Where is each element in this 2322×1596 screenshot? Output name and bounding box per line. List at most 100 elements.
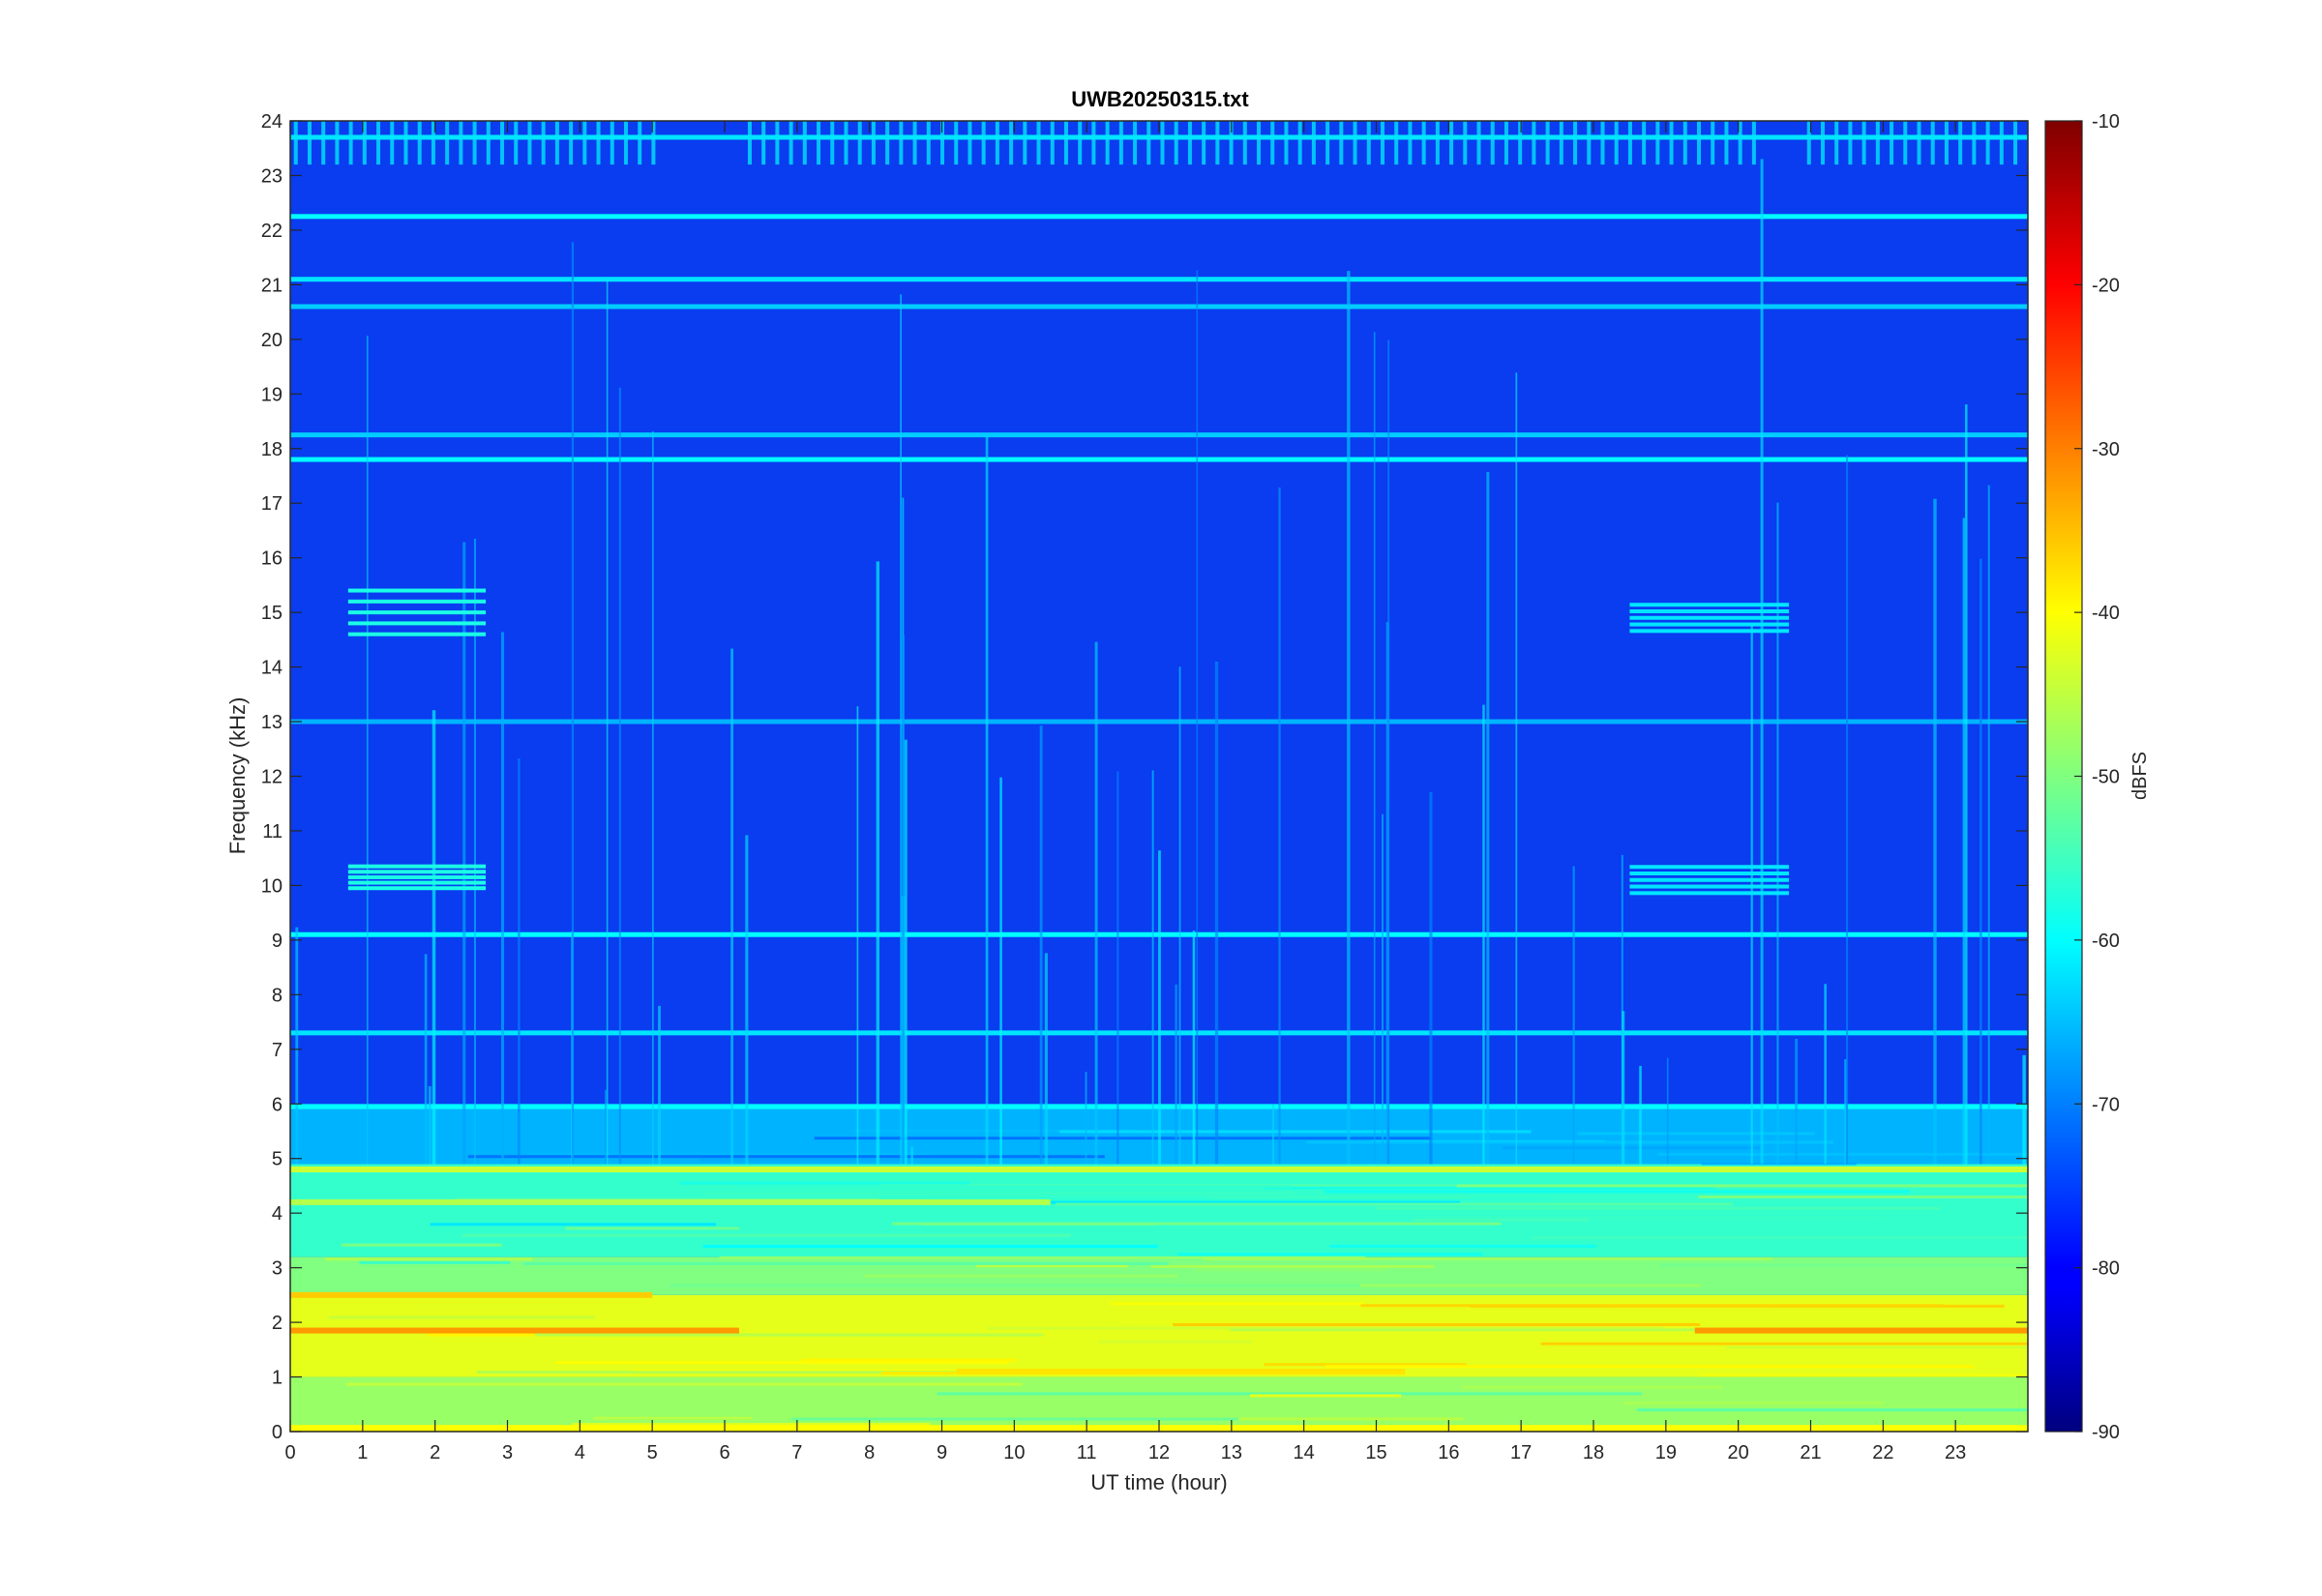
top-band-pulse: [1091, 121, 1096, 165]
impulse-streak: [1760, 159, 1764, 1165]
band-texture: [565, 1227, 740, 1230]
top-band-pulse: [1284, 121, 1289, 165]
top-band-pulse: [638, 121, 642, 165]
top-band-pulse: [596, 121, 601, 165]
y-tick-label: 22: [261, 221, 283, 242]
top-band-pulse: [1985, 121, 1990, 165]
band-texture: [829, 1200, 1461, 1204]
band-texture: [1623, 1402, 1883, 1405]
impulse-streak: [2022, 1054, 2026, 1165]
burst-stripe: [1629, 622, 1790, 627]
y-tick-label: 19: [261, 384, 283, 405]
impulse-streak: [295, 927, 299, 1165]
top-band-pulse: [1642, 121, 1647, 165]
top-band-pulse: [1421, 121, 1426, 165]
impulse-streak: [1094, 641, 1098, 1165]
burst-stripe: [347, 599, 487, 604]
top-band-pulse: [857, 121, 862, 165]
impulse-streak: [518, 758, 521, 1165]
band-texture: [801, 1358, 1017, 1362]
top-band-pulse: [1587, 121, 1592, 165]
top-band-pulse: [1627, 121, 1632, 165]
impulse-streak: [1044, 953, 1048, 1165]
burst-stripe: [347, 874, 487, 879]
x-tick-label: 15: [1365, 1442, 1386, 1463]
top-band-pulse: [514, 121, 519, 165]
y-tick-label: 3: [272, 1258, 283, 1280]
top-band-pulse: [1009, 121, 1014, 165]
top-band-pulse: [1958, 121, 1963, 165]
y-tick-label: 13: [261, 712, 283, 733]
band-texture: [937, 1392, 1643, 1396]
top-band-pulse: [582, 121, 587, 165]
tone-line: [290, 304, 2028, 310]
impulse-streak: [618, 387, 621, 1165]
top-band-pulse: [1848, 121, 1853, 165]
top-band-pulse: [1118, 121, 1123, 165]
impulse-streak: [1987, 485, 1990, 1165]
y-tick-label: 8: [272, 985, 283, 1006]
x-tick-label: 11: [1077, 1442, 1097, 1463]
impulse-streak: [652, 430, 654, 1165]
band-texture: [1123, 1320, 1700, 1324]
burst-stripe: [347, 588, 487, 593]
top-band-pulse: [486, 121, 491, 165]
burst-stripe: [1629, 615, 1790, 620]
impulse-streak: [1196, 270, 1199, 1165]
band-texture: [1540, 1342, 2028, 1345]
band-texture: [976, 1264, 1129, 1268]
burst-stripe: [1629, 877, 1790, 882]
band-texture: [528, 1152, 930, 1156]
top-band-pulse: [775, 121, 780, 165]
top-band-pulse: [1930, 121, 1935, 165]
band-texture: [892, 1222, 1502, 1226]
band-texture: [1726, 1345, 2028, 1349]
impulse-streak: [730, 648, 733, 1165]
top-band-pulse: [403, 121, 408, 165]
y-tick-label: 24: [261, 111, 283, 133]
band-texture: [679, 1181, 969, 1185]
y-tick-label: 7: [272, 1040, 283, 1061]
colorbar-tick-label: -70: [2092, 1094, 2120, 1115]
impulse-streak: [1486, 471, 1490, 1165]
impulse-streak: [910, 1146, 914, 1165]
impulse-streak: [1846, 455, 1849, 1165]
burst-stripe: [1629, 871, 1790, 875]
top-band-pulse: [817, 121, 821, 165]
band-texture: [1059, 1130, 1532, 1134]
band-texture: [1700, 1374, 2028, 1377]
impulse-streak: [474, 538, 476, 1165]
top-band-pulse: [1711, 121, 1715, 165]
colorbar-label: dBFS: [2129, 752, 2151, 800]
top-band-pulse: [1518, 121, 1523, 165]
band-texture: [1577, 1132, 1815, 1136]
x-tick-label: 6: [719, 1442, 729, 1463]
top-band-pulse: [1050, 121, 1055, 165]
x-tick-label: 16: [1438, 1442, 1459, 1463]
top-band-pulse: [1655, 121, 1660, 165]
top-band-pulse: [1174, 121, 1178, 165]
band-texture: [1173, 1322, 1701, 1326]
band-texture: [572, 1423, 931, 1427]
band-texture: [670, 1284, 1360, 1287]
burst-stripe: [347, 610, 487, 615]
impulse-streak: [1385, 622, 1389, 1165]
band-texture: [701, 1192, 1295, 1196]
top-band-pulse: [1890, 121, 1894, 165]
burst-stripe: [347, 880, 487, 885]
burst-stripe: [347, 864, 487, 869]
y-tick-label: 15: [261, 603, 283, 624]
band-texture: [988, 1326, 1662, 1330]
band-texture: [1456, 1184, 2028, 1188]
x-tick-label: 14: [1294, 1442, 1315, 1463]
y-tick-label: 17: [261, 493, 283, 515]
x-tick-label: 20: [1728, 1442, 1749, 1463]
x-tick-label: 21: [1800, 1442, 1821, 1463]
y-axis-label: Frequency (kHz): [225, 697, 250, 855]
band-texture: [1265, 1186, 1715, 1190]
band-region: [290, 1164, 2028, 1257]
band-texture: [467, 1155, 1105, 1159]
band-texture: [430, 1223, 717, 1227]
impulse-streak: [1666, 1057, 1669, 1165]
